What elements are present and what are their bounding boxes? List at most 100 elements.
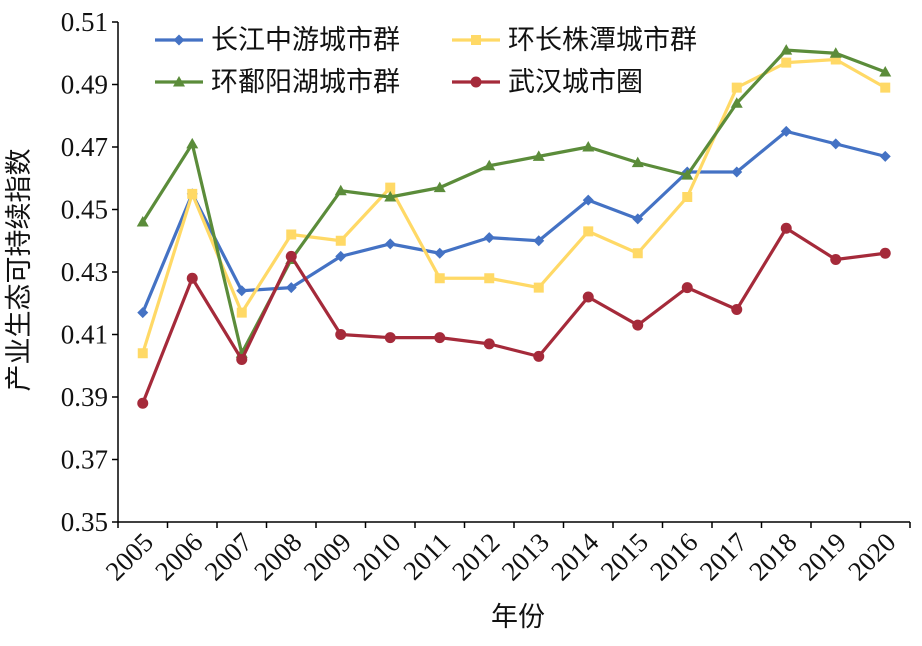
legend-item: 长江中游城市群 xyxy=(155,25,400,56)
data-point xyxy=(434,273,445,284)
x-tick-label: 2007 xyxy=(199,527,258,586)
legend-label: 长江中游城市群 xyxy=(211,25,400,56)
data-point xyxy=(582,291,594,303)
data-point xyxy=(533,235,545,247)
data-point xyxy=(731,82,742,93)
data-point xyxy=(632,213,644,225)
y-tick-label: 0.51 xyxy=(61,7,108,37)
data-point xyxy=(830,54,841,65)
data-point xyxy=(173,76,185,87)
data-point xyxy=(880,82,891,93)
x-tick-label: 2008 xyxy=(248,527,307,586)
data-point xyxy=(582,141,595,152)
data-point xyxy=(483,232,495,244)
y-tick-label: 0.39 xyxy=(61,382,108,412)
data-point xyxy=(829,47,842,58)
legend-item: 环鄱阳湖城市群 xyxy=(155,67,400,98)
x-tick-label: 2016 xyxy=(644,527,703,586)
legend-label: 环鄱阳湖城市群 xyxy=(211,67,400,98)
data-point xyxy=(731,304,743,315)
data-point xyxy=(879,247,891,259)
series-line xyxy=(141,129,886,314)
data-point xyxy=(780,44,793,55)
data-point xyxy=(335,329,347,340)
data-point xyxy=(780,125,792,137)
data-point xyxy=(681,282,693,294)
x-tick-label: 2013 xyxy=(496,527,555,586)
series-3 xyxy=(137,222,891,409)
axes xyxy=(112,21,911,528)
y-tick-label: 0.45 xyxy=(61,195,108,225)
series-line xyxy=(141,57,887,354)
y-tick-labels: 0.35 0.37 0.39 0.41 0.43 0.45 0.47 0.49 0.51 xyxy=(61,7,108,537)
series-group xyxy=(136,44,892,409)
data-point xyxy=(483,159,496,171)
data-point xyxy=(470,76,482,88)
x-tick-label: 2017 xyxy=(694,527,753,586)
x-tick-label: 2006 xyxy=(149,527,208,586)
x-tick-label: 2010 xyxy=(347,527,406,586)
data-point xyxy=(236,354,248,365)
data-point xyxy=(286,229,297,240)
data-point xyxy=(632,248,643,259)
data-point xyxy=(384,238,396,250)
x-tick-label: 2019 xyxy=(793,527,852,586)
x-axis-label: 年份 xyxy=(491,602,545,633)
data-point xyxy=(879,66,892,77)
data-point xyxy=(186,137,199,149)
x-tick-label: 2018 xyxy=(743,527,802,586)
data-point xyxy=(582,194,594,206)
data-point xyxy=(236,285,248,297)
y-tick-label: 0.47 xyxy=(61,132,108,162)
data-point xyxy=(583,226,594,237)
data-point xyxy=(173,34,185,46)
x-tick-label: 2012 xyxy=(446,527,505,586)
data-point xyxy=(879,150,891,162)
data-point xyxy=(385,182,396,193)
data-point xyxy=(384,332,396,344)
y-axis-label: 产业生态可持续指数 xyxy=(4,149,35,392)
data-point xyxy=(186,272,198,284)
data-point xyxy=(384,191,397,202)
series-0 xyxy=(137,125,891,319)
x-tick-label: 2011 xyxy=(397,527,456,586)
data-point xyxy=(136,216,149,227)
x-tick-labels: 2005200620072008200920102011201220132014… xyxy=(100,527,902,587)
data-point xyxy=(681,169,694,180)
data-point xyxy=(780,222,792,234)
data-point xyxy=(433,181,446,193)
data-point xyxy=(533,350,545,362)
series-line xyxy=(141,226,886,404)
data-point xyxy=(471,35,481,45)
y-tick-label: 0.35 xyxy=(61,507,108,537)
data-point xyxy=(632,319,644,331)
y-tick-label: 0.37 xyxy=(61,445,108,475)
data-point xyxy=(830,254,842,265)
data-point xyxy=(285,250,297,262)
legend-item: 武汉城市圈 xyxy=(452,67,643,98)
data-point xyxy=(285,282,297,294)
series-1 xyxy=(137,54,891,359)
data-point xyxy=(731,166,743,178)
x-tick-label: 2005 xyxy=(100,527,159,586)
data-point xyxy=(631,156,644,168)
y-tick-label: 0.49 xyxy=(61,70,108,100)
data-point xyxy=(533,282,544,293)
legend-label: 环长株潭城市群 xyxy=(508,25,697,56)
data-point xyxy=(781,57,792,68)
data-point xyxy=(187,188,198,199)
data-point xyxy=(335,235,346,246)
data-point xyxy=(137,397,149,409)
data-point xyxy=(335,250,347,262)
data-point xyxy=(236,307,247,318)
data-point xyxy=(334,184,347,196)
x-tick-label: 2020 xyxy=(842,527,901,586)
data-point xyxy=(830,138,842,150)
data-point xyxy=(484,273,495,284)
y-tick-label: 0.41 xyxy=(61,320,108,350)
data-point xyxy=(483,338,495,350)
x-tick-label: 2009 xyxy=(298,527,357,586)
x-tick-label: 2014 xyxy=(545,527,605,587)
data-point xyxy=(434,247,446,259)
